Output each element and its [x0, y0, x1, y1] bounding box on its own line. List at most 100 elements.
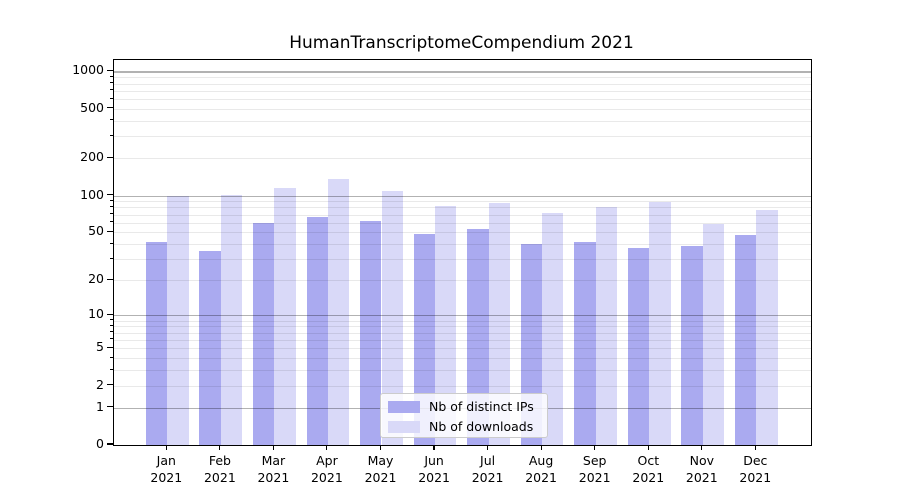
minor-gridline	[114, 90, 811, 92]
y-minor-tick-mark	[110, 82, 113, 83]
y-tick-label: 10	[88, 306, 104, 322]
x-tick-label-mar: Mar 2021	[257, 453, 290, 485]
x-tick-mark	[165, 445, 167, 450]
minor-gridline	[114, 244, 811, 246]
bar-downloads-may	[381, 191, 403, 445]
legend-label-distinct-ips: Nb of distinct IPs	[429, 399, 534, 414]
y-minor-tick-mark	[110, 199, 113, 201]
y-minor-tick-mark	[110, 331, 113, 333]
minor-gridline	[114, 320, 811, 322]
y-tick-mark	[107, 313, 113, 315]
bar-downloads-apr	[327, 179, 350, 445]
minor-gridline	[114, 370, 811, 371]
y-tick-label: 0	[96, 436, 104, 451]
bar-distinct-ips-jun	[413, 233, 436, 445]
bar-distinct-ips-feb	[199, 251, 221, 445]
y-tick-label: 5	[96, 339, 104, 355]
y-minor-tick-mark	[110, 89, 113, 91]
minor-gridline	[114, 99, 811, 100]
y-minor-tick-mark	[110, 324, 113, 326]
bar-distinct-ips-may	[360, 221, 382, 445]
y-tick-label: 50	[88, 223, 104, 239]
bar-downloads-feb	[220, 194, 243, 445]
bar-distinct-ips-sep	[574, 241, 596, 445]
x-tick-mark	[272, 445, 274, 450]
x-tick-label-jul: Jul 2021	[471, 453, 504, 485]
x-tick-mark	[433, 445, 435, 450]
minor-gridline	[114, 385, 811, 387]
y-tick-label: 100	[80, 186, 104, 202]
bar-distinct-ips-apr	[306, 216, 328, 445]
y-minor-tick-mark	[110, 257, 113, 259]
bar-downloads-mar	[274, 188, 296, 445]
x-tick-mark	[379, 445, 382, 450]
y-tick-mark	[107, 69, 113, 71]
bar-downloads-nov	[702, 223, 725, 445]
y-tick-mark	[107, 278, 113, 280]
minor-gridline	[114, 232, 811, 234]
bar-distinct-ips-oct	[627, 248, 650, 445]
bar-downloads-jan	[167, 195, 189, 445]
bar-distinct-ips-jan	[145, 241, 168, 445]
x-tick-mark	[701, 445, 703, 450]
major-gridline	[114, 315, 811, 317]
legend-item-distinct-ips: Nb of distinct IPs	[388, 397, 547, 417]
y-tick-label: 2	[96, 376, 104, 392]
y-minor-tick-mark	[110, 119, 113, 121]
minor-gridline	[114, 214, 811, 216]
x-tick-label-jun: Jun 2021	[418, 453, 450, 485]
x-tick-label-nov: Nov 2021	[685, 453, 718, 485]
legend-item-downloads: Nb of downloads	[388, 417, 547, 437]
x-tick-label-jan: Jan 2021	[150, 453, 183, 485]
legend-swatch-downloads	[388, 420, 420, 434]
y-minor-tick-mark	[110, 242, 113, 244]
x-tick-mark	[487, 445, 489, 450]
x-tick-mark	[594, 445, 596, 450]
bar-downloads-dec	[756, 210, 778, 445]
x-tick-mark	[647, 445, 649, 450]
x-tick-mark	[540, 445, 542, 450]
minor-gridline	[114, 259, 811, 261]
y-minor-tick-mark	[110, 205, 113, 207]
y-tick-label: 20	[88, 271, 104, 287]
x-tick-label-sep: Sep 2021	[578, 453, 611, 485]
y-tick-label: 500	[80, 99, 104, 115]
minor-gridline	[114, 77, 811, 79]
x-tick-label-feb: Feb 2021	[203, 453, 236, 485]
y-minor-tick-mark	[110, 368, 113, 370]
y-minor-tick-mark	[110, 356, 113, 358]
y-tick-mark	[107, 156, 113, 158]
bar-distinct-ips-jul	[467, 229, 489, 445]
y-tick-label: 1000	[72, 62, 104, 78]
x-tick-mark	[754, 445, 756, 450]
x-tick-mark	[326, 445, 328, 450]
minor-gridline	[114, 326, 811, 328]
major-gridline	[114, 195, 811, 197]
minor-gridline	[114, 136, 811, 138]
x-tick-label-dec: Dec 2021	[739, 453, 772, 485]
minor-gridline	[114, 83, 811, 85]
minor-gridline	[114, 332, 811, 334]
y-tick-mark	[107, 346, 113, 348]
minor-gridline	[114, 358, 811, 359]
y-minor-tick-mark	[110, 75, 113, 77]
y-tick-mark	[107, 443, 113, 445]
bar-downloads-sep	[595, 207, 618, 445]
minor-gridline	[114, 222, 811, 224]
minor-gridline	[114, 108, 811, 110]
y-minor-tick-mark	[110, 134, 113, 136]
y-tick-label: 200	[80, 149, 104, 165]
bar-distinct-ips-dec	[734, 234, 757, 445]
y-minor-tick-mark	[110, 213, 113, 214]
y-minor-tick-mark	[110, 338, 113, 340]
minor-gridline	[114, 280, 811, 282]
y-tick-mark	[107, 384, 113, 386]
legend-swatch-distinct-ips	[388, 400, 420, 414]
legend-label-downloads: Nb of downloads	[429, 419, 534, 434]
minor-gridline	[114, 201, 811, 203]
chart-title: HumanTranscriptomeCompendium 2021	[289, 33, 634, 53]
y-tick-mark	[107, 230, 113, 232]
plot-area: Nb of distinct IPs Nb of downloads	[113, 59, 812, 446]
bar-downloads-jul	[488, 202, 510, 445]
x-tick-mark	[219, 445, 221, 450]
